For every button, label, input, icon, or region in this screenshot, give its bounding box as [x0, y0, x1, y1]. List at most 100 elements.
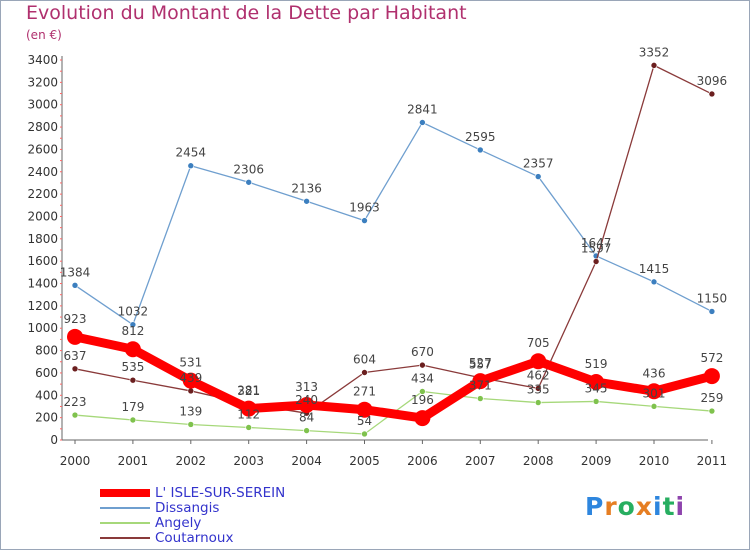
series-line-dissangis	[74, 121, 713, 326]
y-tick-label: 2000	[27, 209, 58, 223]
data-label-dissangis: 1415	[639, 262, 670, 276]
data-label-l-isle-sur-serein: 572	[700, 351, 723, 365]
data-point-l-isle-sur-serein	[356, 401, 373, 418]
series-layer	[67, 62, 720, 438]
legend-swatch-dissangis	[100, 507, 150, 509]
data-label-l-isle-sur-serein: 531	[179, 356, 202, 370]
data-point-coutarnoux	[71, 365, 79, 373]
chart-title: Evolution du Montant de la Dette par Hab…	[26, 2, 467, 24]
data-point-dissangis	[419, 119, 426, 126]
logo-letter: r	[604, 492, 618, 521]
data-point-angely	[71, 411, 79, 419]
data-label-dissangis: 2454	[176, 146, 207, 160]
data-label-coutarnoux: 670	[411, 345, 434, 359]
legend-swatch-coutarnoux	[100, 537, 150, 539]
y-tick-label: 800	[35, 344, 58, 358]
proxiti-logo: Proxiti	[585, 492, 685, 521]
data-label-dissangis: 2357	[523, 157, 554, 171]
data-point-dissangis	[71, 282, 79, 289]
data-label-coutarnoux: 462	[527, 368, 550, 382]
data-point-dissangis	[534, 173, 542, 180]
logo-letter: i	[675, 492, 686, 521]
data-point-angely	[361, 430, 368, 438]
data-point-dissangis	[361, 217, 368, 224]
data-point-l-isle-sur-serein	[472, 373, 489, 390]
y-axis-unit: (en €)	[26, 28, 62, 42]
data-point-l-isle-sur-serein	[240, 400, 257, 417]
data-label-angely: 259	[700, 391, 723, 405]
data-label-l-isle-sur-serein: 271	[353, 385, 376, 399]
data-label-dissangis: 1384	[60, 265, 91, 279]
x-tick-label: 2006	[407, 454, 438, 468]
data-label-l-isle-sur-serein: 196	[411, 393, 434, 407]
data-point-l-isle-sur-serein	[414, 410, 431, 427]
data-point-coutarnoux	[534, 385, 542, 392]
data-point-angely	[534, 399, 542, 406]
data-label-dissangis: 2841	[407, 102, 438, 116]
y-tick-label: 1600	[27, 254, 58, 268]
y-tick-label: 1200	[27, 299, 58, 313]
data-point-dissangis	[187, 162, 195, 170]
data-label-l-isle-sur-serein: 705	[527, 336, 550, 350]
y-tick-label: 1800	[27, 232, 58, 246]
data-point-coutarnoux	[187, 387, 195, 395]
x-tick-label: 2002	[176, 454, 207, 468]
data-label-l-isle-sur-serein: 527	[469, 356, 492, 370]
data-point-angely	[245, 424, 252, 431]
data-labels: 1384 1032 2454 2306 2136 1963 2841 2595 2357 1647…	[60, 45, 727, 428]
x-tick-label: 2005	[349, 454, 380, 468]
data-label-angely: 301	[643, 386, 666, 400]
data-label-angely: 371	[469, 379, 492, 393]
logo-letter: o	[617, 492, 636, 521]
data-label-coutarnoux: 1597	[581, 242, 612, 256]
data-label-angely: 139	[179, 404, 202, 418]
y-tick-label: 3400	[27, 53, 58, 67]
data-point-l-isle-sur-serein	[182, 372, 199, 389]
data-point-angely	[592, 398, 600, 405]
x-tick-label: 2010	[639, 454, 670, 468]
series-line-coutarnoux	[74, 64, 713, 414]
data-point-coutarnoux	[361, 369, 368, 376]
y-tick-label: 1400	[27, 277, 58, 291]
y-tick-label: 2800	[27, 120, 58, 134]
y-tick-label: 0	[50, 433, 58, 447]
data-point-dissangis	[245, 178, 252, 186]
data-label-coutarnoux: 240	[295, 393, 318, 407]
data-label-coutarnoux: 321	[237, 384, 260, 398]
data-point-angely	[650, 403, 658, 410]
data-label-angely: 223	[64, 395, 87, 409]
x-tick-label: 2004	[291, 454, 322, 468]
data-label-coutarnoux: 3352	[639, 45, 670, 59]
data-point-coutarnoux	[592, 258, 600, 265]
data-label-angely: 112	[237, 407, 260, 421]
data-point-angely	[419, 388, 426, 395]
data-point-angely	[303, 427, 310, 434]
data-label-l-isle-sur-serein: 281	[237, 384, 260, 398]
series-line-l-isle-sur-serein	[70, 332, 717, 423]
data-label-l-isle-sur-serein: 519	[585, 357, 608, 371]
data-label-angely: 335	[527, 383, 550, 397]
data-label-dissangis: 1032	[118, 305, 149, 319]
data-point-coutarnoux	[129, 376, 137, 384]
y-tick-label: 2200	[27, 187, 58, 201]
legend-label-angely: Angely	[155, 515, 202, 531]
data-point-angely	[129, 416, 137, 424]
data-point-l-isle-sur-serein	[298, 397, 315, 414]
logo-letter: P	[585, 492, 605, 521]
y-tick-label: 3200	[27, 75, 58, 89]
data-point-angely	[476, 395, 484, 402]
data-label-angely: 434	[411, 371, 434, 385]
data-label-l-isle-sur-serein: 313	[295, 380, 318, 394]
y-tick-label: 1000	[27, 321, 58, 335]
data-label-dissangis: 1150	[697, 291, 728, 305]
data-label-coutarnoux: 637	[64, 349, 87, 363]
data-point-l-isle-sur-serein	[703, 368, 720, 385]
x-tick-label: 2008	[523, 454, 554, 468]
data-label-coutarnoux: 557	[469, 358, 492, 372]
data-label-angely: 179	[121, 400, 144, 414]
data-label-l-isle-sur-serein: 812	[121, 324, 144, 338]
data-point-coutarnoux	[650, 62, 658, 69]
legend-label-isle: L' ISLE-SUR-SEREIN	[155, 485, 286, 501]
